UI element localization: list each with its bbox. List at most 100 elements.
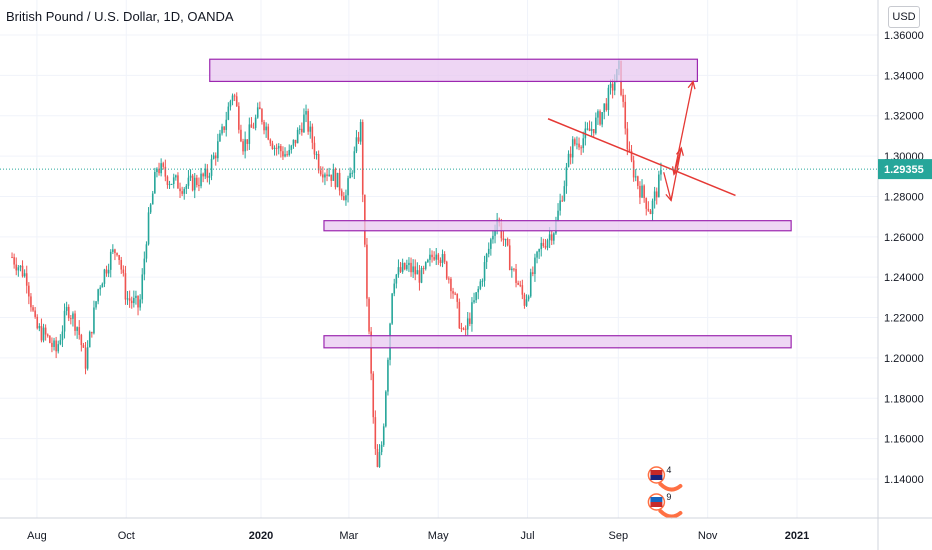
projection-segment xyxy=(673,81,694,175)
candle-body xyxy=(597,111,599,118)
candle xyxy=(288,144,291,157)
candle xyxy=(412,259,414,279)
candle-body xyxy=(55,340,57,352)
candle-body xyxy=(408,262,410,266)
candle xyxy=(561,195,564,202)
candle-body xyxy=(634,176,637,178)
candle-body xyxy=(193,177,196,191)
candle xyxy=(305,104,307,123)
candle xyxy=(36,314,39,330)
candle-body xyxy=(338,172,341,191)
candle xyxy=(437,252,440,265)
candle-body xyxy=(19,265,22,268)
currency-button[interactable]: USD xyxy=(888,6,920,28)
candle-body xyxy=(441,254,444,263)
candle-body xyxy=(435,254,438,260)
candle-body xyxy=(256,107,259,118)
event-markers[interactable]: 49 xyxy=(647,465,683,519)
candle-body xyxy=(456,293,459,302)
candle xyxy=(655,187,658,205)
candle-body xyxy=(418,270,421,283)
candle xyxy=(622,88,624,108)
candle xyxy=(588,120,591,132)
candle-body xyxy=(571,139,574,158)
candle-body xyxy=(521,285,524,295)
candle xyxy=(223,126,225,133)
candle-body xyxy=(65,306,68,311)
candle-body xyxy=(221,126,223,134)
candle-body xyxy=(582,138,585,149)
candle-body xyxy=(361,122,364,195)
candle xyxy=(252,122,255,129)
candle-body xyxy=(622,94,624,102)
candle-body xyxy=(576,143,578,145)
candle-body xyxy=(639,185,641,198)
candle-body xyxy=(78,327,81,335)
candle-body xyxy=(277,146,280,149)
candle-body xyxy=(246,139,249,144)
candle-body xyxy=(410,262,412,273)
candle-body xyxy=(553,233,555,241)
candle xyxy=(229,99,232,111)
candle xyxy=(72,311,74,327)
candle-body xyxy=(166,176,169,185)
candle xyxy=(580,145,582,156)
candle-body xyxy=(559,200,561,211)
candle-body xyxy=(160,163,162,174)
candle xyxy=(448,276,450,284)
candle xyxy=(286,150,288,157)
candle xyxy=(51,337,53,353)
candle-body xyxy=(30,296,32,308)
candle xyxy=(639,181,641,205)
price-zones[interactable] xyxy=(209,58,792,349)
time-axis[interactable]: Aug Oct 2020 Mar May Jul Sep Nov 2021 xyxy=(0,517,932,542)
event-marker[interactable]: 9 xyxy=(647,492,683,519)
candle-body xyxy=(114,249,116,253)
candle xyxy=(78,320,81,340)
candle-body xyxy=(492,235,494,240)
last-price-label: 1.29355 xyxy=(884,164,924,176)
candle xyxy=(410,257,412,277)
candle-body xyxy=(471,302,473,324)
time-tick-label: 2021 xyxy=(785,530,809,542)
price-axis[interactable]: 1.360001.340001.320001.300001.280001.260… xyxy=(877,0,932,550)
candle-body xyxy=(282,151,284,157)
candle xyxy=(322,166,324,183)
event-marker[interactable]: 4 xyxy=(647,465,683,492)
candle-body xyxy=(603,103,606,113)
flag-stripe xyxy=(650,502,663,507)
candle xyxy=(30,293,32,312)
candle-body xyxy=(504,238,507,241)
candle-body xyxy=(191,175,194,191)
candle-body xyxy=(317,154,320,171)
candle xyxy=(439,257,442,267)
candle-body xyxy=(25,273,28,286)
candle xyxy=(376,444,379,468)
candle xyxy=(380,441,383,456)
candle xyxy=(162,161,165,170)
candle-body xyxy=(626,128,629,150)
candle-body xyxy=(219,133,221,142)
trendline-layer[interactable] xyxy=(547,118,736,197)
candle xyxy=(28,282,30,305)
candle-body xyxy=(269,139,272,144)
candle xyxy=(647,201,650,212)
candle-body xyxy=(326,174,328,177)
projection-arrows[interactable] xyxy=(663,79,696,202)
candle xyxy=(154,167,156,194)
candle-body xyxy=(332,168,335,181)
candle xyxy=(601,111,603,128)
candle xyxy=(559,193,561,216)
candle xyxy=(605,98,608,112)
candle-body xyxy=(86,347,89,369)
candle xyxy=(550,231,553,246)
candle-body xyxy=(380,444,383,453)
candle-body xyxy=(519,284,522,286)
candle xyxy=(122,265,125,277)
candle-body xyxy=(158,168,160,174)
candle-body xyxy=(563,186,566,201)
candle-body xyxy=(542,242,545,247)
candle-body xyxy=(250,124,253,128)
candle xyxy=(263,119,265,135)
